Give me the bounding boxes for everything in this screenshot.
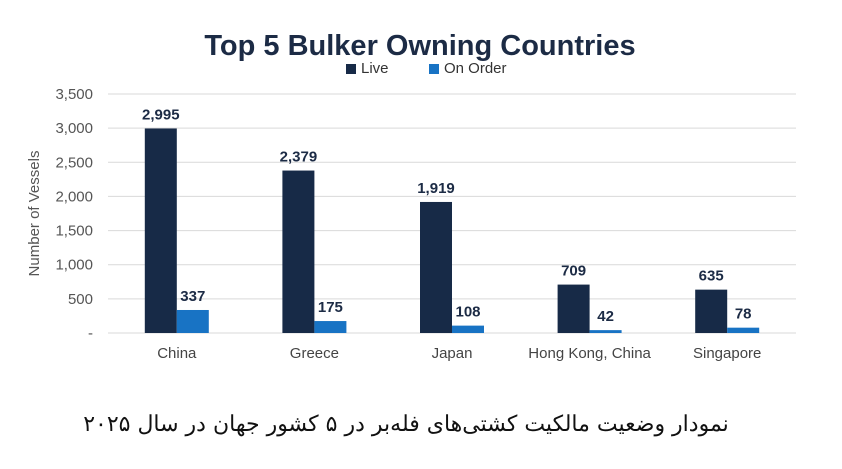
data-label: 635 (699, 268, 724, 285)
bar-live (144, 128, 177, 333)
bar-on-order (727, 327, 760, 333)
figure-caption: نمودار وضعیت مالکیت کشتی‌های فله‌بر در ۵… (83, 412, 729, 437)
chart-card: Top 5 Bulker Owning Countries Live On Orde… (14, 13, 825, 375)
bar-on-order (589, 330, 622, 333)
bar-live (695, 289, 728, 333)
data-label: 108 (455, 304, 480, 321)
bar-live (420, 201, 452, 333)
x-tick-label: Greece (290, 345, 339, 362)
x-tick-label: China (157, 345, 197, 362)
data-label: 1,919 (417, 180, 455, 197)
y-tick-label: 1,500 (55, 223, 93, 240)
legend-swatch-1 (429, 64, 439, 74)
y-tick-label: 2,000 (55, 188, 93, 205)
legend-swatch-0 (346, 64, 356, 74)
bar-on-order (176, 309, 209, 333)
data-label: 709 (561, 263, 586, 280)
data-label: 42 (597, 308, 614, 325)
y-tick-label: 3,000 (55, 120, 93, 137)
y-tick-label: 500 (68, 291, 93, 308)
x-tick-label: Japan (432, 345, 473, 362)
legend-label-0: Live (361, 60, 389, 77)
legend-label-1: On Order (444, 60, 507, 77)
y-axis-label: Number of Vessels (26, 151, 43, 277)
bar-on-order (452, 325, 484, 333)
bar-live (557, 284, 590, 333)
data-label: 2,995 (142, 106, 180, 123)
y-tick-label: 1,000 (55, 257, 93, 274)
x-tick-label: Hong Kong, China (528, 345, 651, 362)
bar-on-order (314, 321, 347, 333)
y-tick-label: 3,500 (55, 86, 93, 103)
data-label: 175 (318, 299, 343, 316)
data-label: 2,379 (280, 149, 318, 166)
y-tick-label: - (88, 325, 93, 342)
bar-live (282, 170, 315, 333)
x-tick-label: Singapore (693, 345, 761, 362)
data-label: 337 (180, 288, 205, 305)
y-tick-label: 2,500 (55, 154, 93, 171)
chart-title: Top 5 Bulker Owning Countries (204, 30, 635, 62)
data-label: 78 (735, 306, 752, 323)
